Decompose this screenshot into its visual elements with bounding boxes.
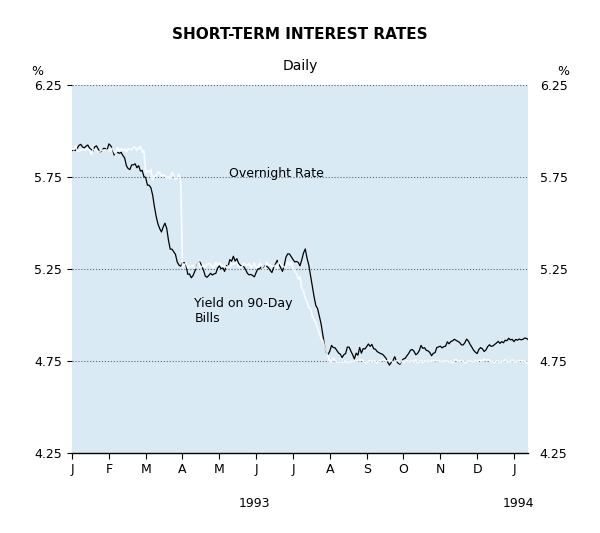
Text: 1994: 1994 [503,497,535,510]
Text: %: % [557,65,569,78]
Text: %: % [31,65,43,78]
Text: SHORT-TERM INTEREST RATES: SHORT-TERM INTEREST RATES [172,27,428,42]
Text: Overnight Rate: Overnight Rate [229,167,324,180]
Text: 1993: 1993 [239,497,270,510]
Text: Daily: Daily [283,59,317,72]
Text: Yield on 90-Day
Bills: Yield on 90-Day Bills [194,297,293,325]
